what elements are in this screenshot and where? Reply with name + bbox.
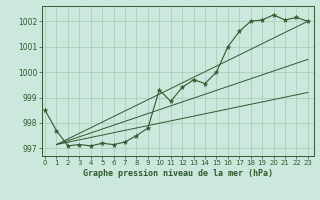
X-axis label: Graphe pression niveau de la mer (hPa): Graphe pression niveau de la mer (hPa) xyxy=(83,169,273,178)
